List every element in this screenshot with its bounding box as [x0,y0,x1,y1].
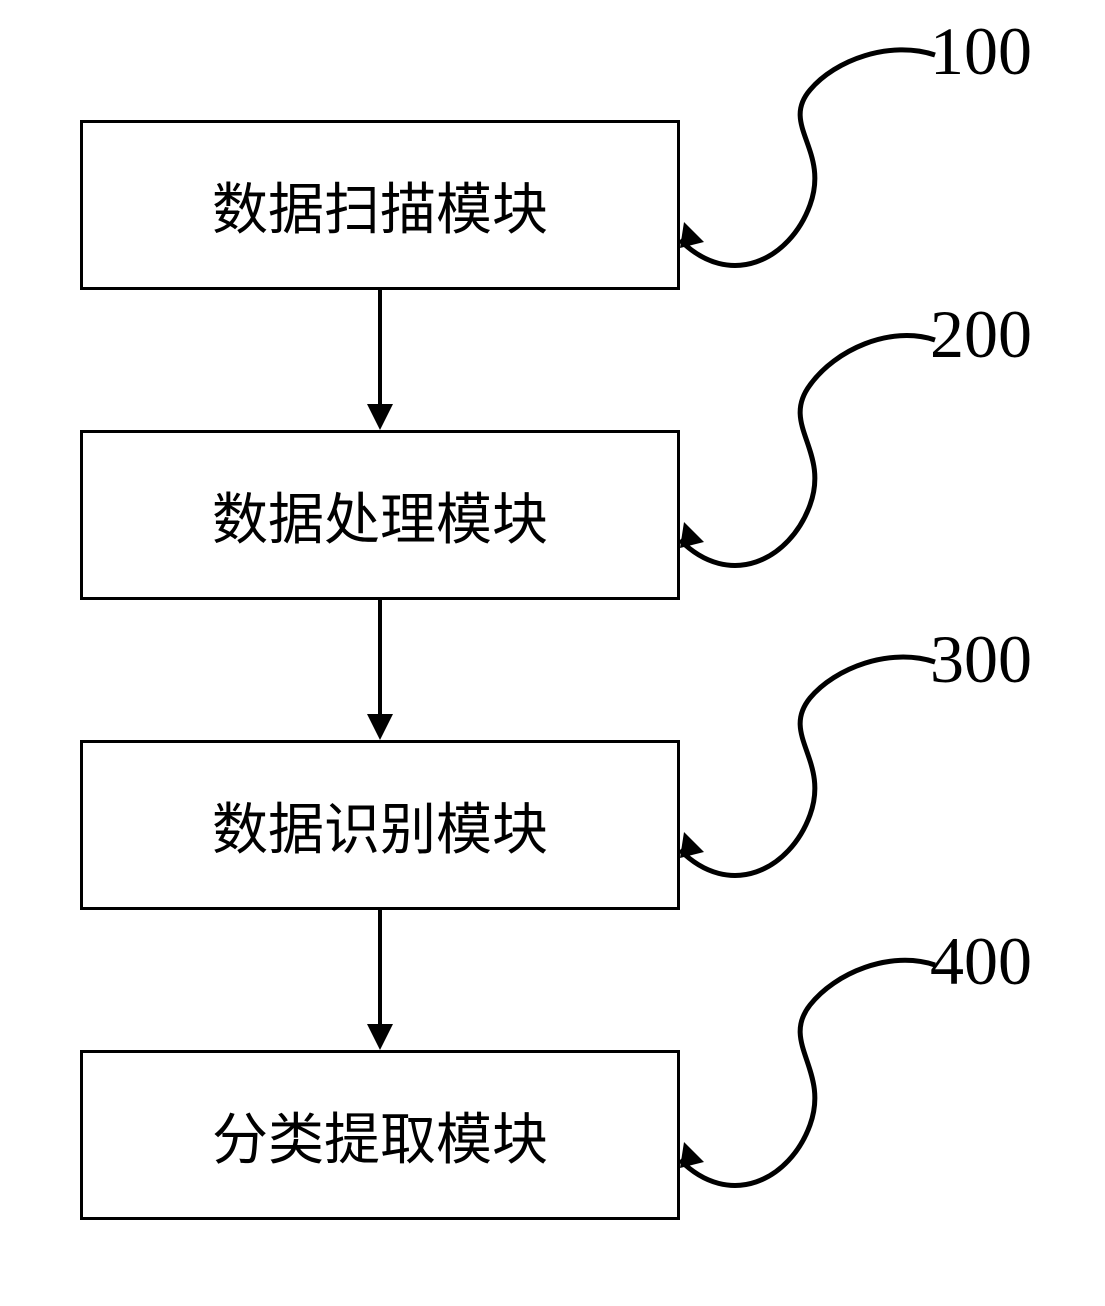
arrow-head-down-icon [367,404,393,430]
flowchart-container: 数据扫描模块 数据处理模块 数据识别模块 分类提取模块 100 200 300 [0,0,1105,1306]
node-data-process-module: 数据处理模块 [80,430,680,600]
node-label: 数据处理模块 [212,475,548,556]
arrow-line [378,910,382,1024]
callout-label: 400 [930,922,1032,1001]
node-label: 数据扫描模块 [212,165,548,246]
node-data-scan-module: 数据扫描模块 [80,120,680,290]
node-label: 数据识别模块 [212,785,548,866]
arrow-head-down-icon [367,714,393,740]
arrow-head-down-icon [367,1024,393,1050]
node-classify-extract-module: 分类提取模块 [80,1050,680,1220]
arrow-line [378,600,382,714]
callout-label: 200 [930,295,1032,374]
node-data-recognize-module: 数据识别模块 [80,740,680,910]
arrow-line [378,290,382,404]
node-label: 分类提取模块 [212,1095,548,1176]
callout-label: 300 [930,620,1032,699]
callout-label: 100 [930,12,1032,91]
